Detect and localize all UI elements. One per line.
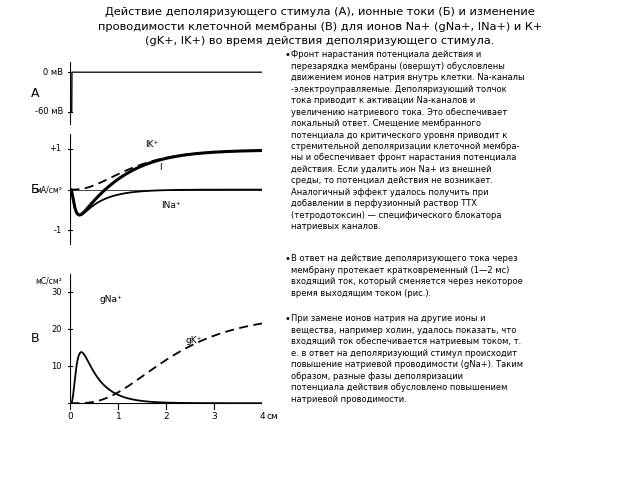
Text: I: I <box>159 163 162 172</box>
Text: В: В <box>31 332 40 345</box>
Text: 30: 30 <box>51 288 62 297</box>
Text: IK⁺: IK⁺ <box>145 140 158 149</box>
Text: •: • <box>285 314 291 324</box>
Text: •: • <box>285 254 291 264</box>
Text: 0 мВ: 0 мВ <box>44 68 63 77</box>
Text: (gK+, IK+) во время действия деполяризующего стимула.: (gK+, IK+) во время действия деполяризую… <box>145 36 495 46</box>
Text: см: см <box>266 412 278 421</box>
Text: gK⁺: gK⁺ <box>186 336 202 345</box>
Text: мА/см²: мА/см² <box>35 185 62 194</box>
Text: 4: 4 <box>260 412 265 421</box>
Text: А: А <box>31 87 40 100</box>
Text: INa⁺: INa⁺ <box>161 201 181 210</box>
Text: 20: 20 <box>51 324 62 334</box>
Text: При замене ионов натрия на другие ионы и
вещества, например холин, удалось показ: При замене ионов натрия на другие ионы и… <box>291 314 524 404</box>
Text: мС/см²: мС/см² <box>35 276 62 286</box>
Text: -1: -1 <box>54 226 62 235</box>
Text: Действие деполяризующего стимула (А), ионные токи (Б) и изменение: Действие деполяризующего стимула (А), ио… <box>105 7 535 17</box>
Text: 3: 3 <box>212 412 217 421</box>
Text: проводимости клеточной мембраны (В) для ионов Na+ (gNa+, INa+) и К+: проводимости клеточной мембраны (В) для … <box>98 22 542 32</box>
Text: gNa⁺: gNa⁺ <box>99 295 122 304</box>
Text: -60 мВ: -60 мВ <box>35 107 63 116</box>
Text: В ответ на действие деполяризующего тока через
мембрану протекает кратковременны: В ответ на действие деполяризующего тока… <box>291 254 523 298</box>
Text: Фронт нарастания потенциала действия и
перезарядка мембраны (овершут) обусловлен: Фронт нарастания потенциала действия и п… <box>291 50 525 231</box>
Text: Б: Б <box>31 183 40 196</box>
Text: 1: 1 <box>116 412 121 421</box>
Text: 0: 0 <box>68 412 73 421</box>
Text: 10: 10 <box>51 361 62 371</box>
Text: +1: +1 <box>50 144 62 153</box>
Text: 2: 2 <box>164 412 169 421</box>
Text: •: • <box>285 50 291 60</box>
